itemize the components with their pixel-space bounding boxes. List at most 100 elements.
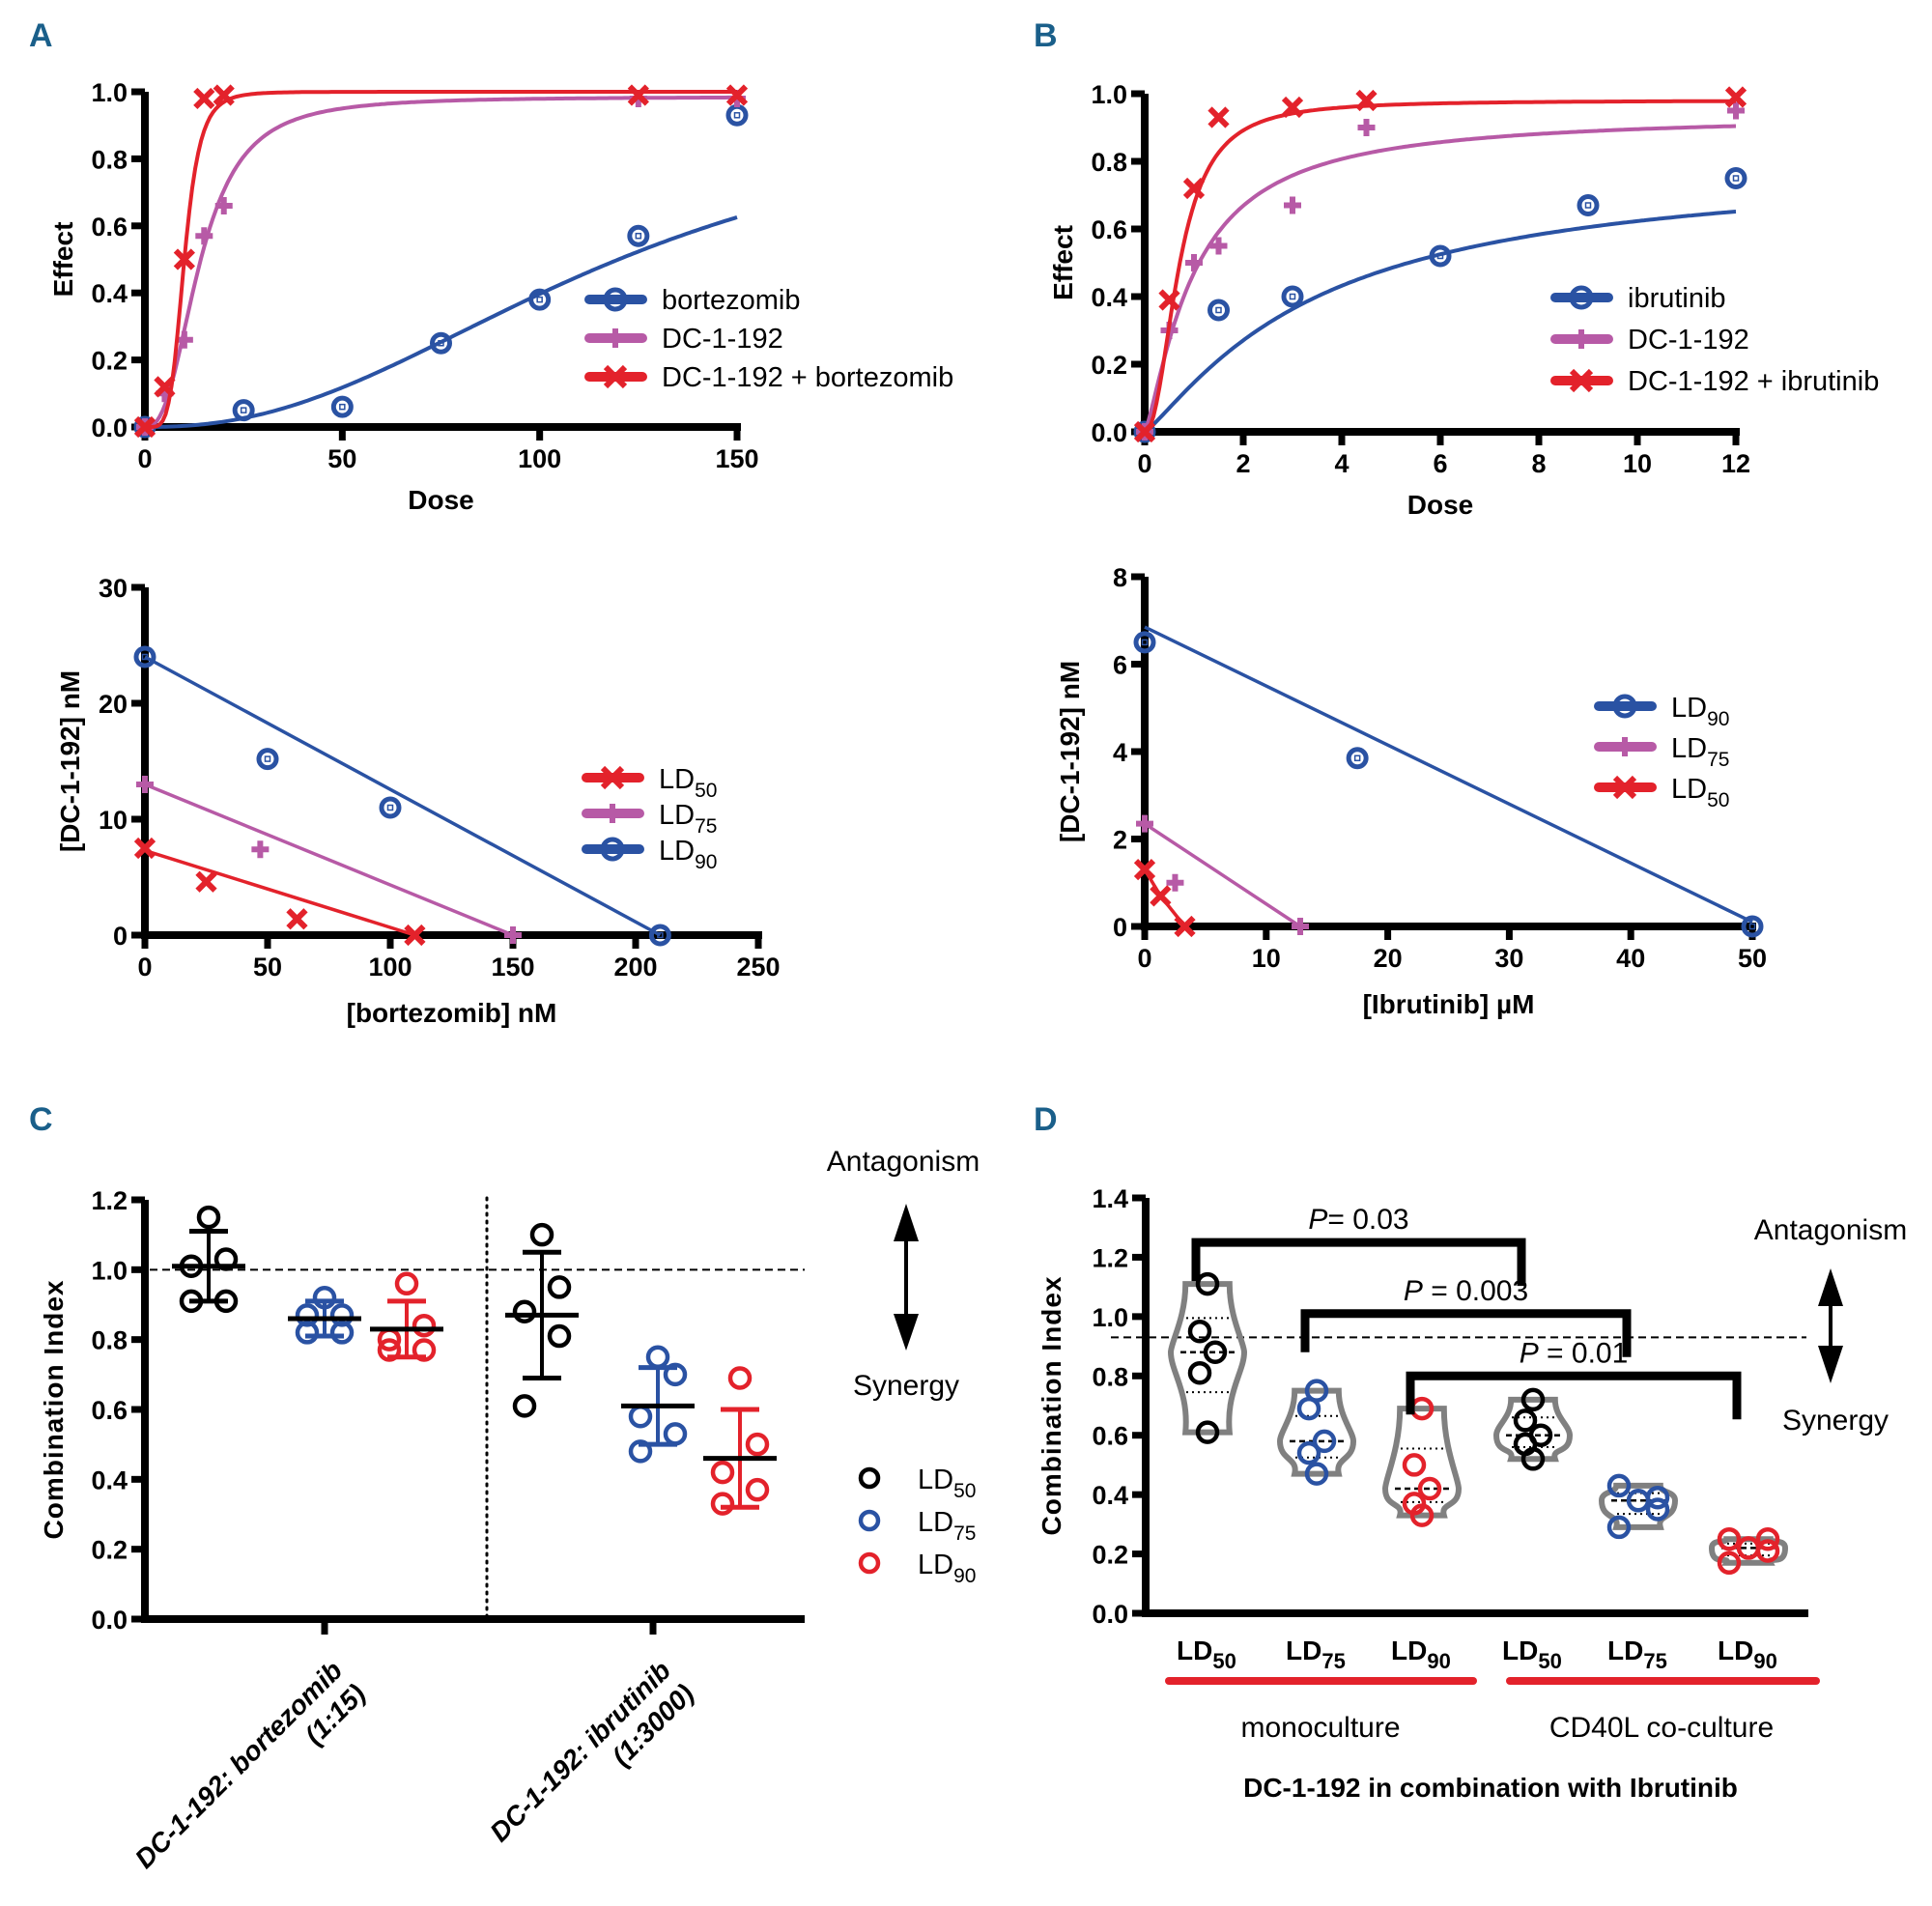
panel-a-top-data-point-center <box>733 112 741 119</box>
panel-b-top-x-tick-label: 6 <box>1433 449 1447 478</box>
panel-a-top-data-point <box>195 227 213 245</box>
panel-a-top-data-point-center <box>536 296 543 303</box>
panel-a-bottom-legend-marker <box>600 837 625 862</box>
panel-d-y-tick-label: 0.0 <box>1092 1600 1128 1629</box>
panel-c-data-point <box>329 1321 355 1345</box>
panel-a-top-x-tick-label: 150 <box>715 444 758 473</box>
panel-a-top-x-tick-label: 50 <box>327 444 356 473</box>
panel-a-top-data-point-center <box>240 407 247 413</box>
panel-b-bottom-data-point-center <box>1748 923 1756 930</box>
panel-a-top-data-point <box>213 84 235 106</box>
panel-a-bottom-data-point <box>286 908 308 930</box>
panel-c-data-point <box>295 1321 320 1345</box>
panel-d-data-point <box>1417 1476 1442 1501</box>
panel-a-top-data-point-ring <box>627 224 650 247</box>
panel-d-group-label: monoculture <box>1240 1712 1400 1744</box>
panel-b-bottom-y-axis-label: [DC-1-192] nM <box>1055 661 1085 842</box>
panel-a-top-data-point-center <box>635 232 642 240</box>
panel-c-data-point <box>727 1366 753 1390</box>
panel-a-bottom-data-point <box>379 796 402 819</box>
panel-b-top-data-point <box>1724 86 1747 108</box>
panel-c-data-point <box>663 1422 688 1446</box>
panel-a-top-legend-marker-center <box>611 296 619 303</box>
panel-a-bottom-data-point-center <box>657 931 664 939</box>
panel-d-category-label: LD90 <box>1718 1636 1777 1673</box>
panel-b-top-data-point <box>1209 237 1228 255</box>
panel-b-top-data-point <box>1284 196 1301 214</box>
panel-a-top-data-point <box>154 376 176 398</box>
panel-d-data-point <box>1203 1340 1228 1364</box>
panel-b-top-legend-label: DC-1-192 <box>1628 325 1749 356</box>
panel-b-bottom-legend-marker-ring <box>1612 694 1637 719</box>
panel-b-top-data-point-ring <box>1724 167 1747 189</box>
panel-b-bottom-x-tick-label: 30 <box>1494 944 1523 973</box>
panel-b-top-data-point <box>1158 289 1180 311</box>
panel-d-comparison-bracket <box>1406 1371 1742 1420</box>
panel-d-data-point <box>1755 1539 1780 1563</box>
panel-a-top-legend-marker <box>603 287 628 312</box>
panel-a-bottom-legend-marker <box>603 804 622 823</box>
panel-d-violin <box>1598 1482 1679 1530</box>
panel-b-top-data-point-ring <box>1208 299 1230 322</box>
panel-d-data-point <box>1187 1319 1212 1344</box>
panel-a-top-data-point <box>725 103 749 127</box>
panel-b-top-data-point <box>1208 106 1230 128</box>
panel-d-violin <box>1381 1406 1463 1519</box>
panel-c-data-point <box>512 1394 537 1418</box>
panel-a-top-data-point <box>193 87 215 110</box>
panel-a-bottom-data-point <box>648 924 671 947</box>
panel-b-bottom-data-point <box>1136 814 1153 833</box>
panel-b-bottom-data-point-ring <box>1741 915 1764 938</box>
panel-b-top-y-axis-label: Effect <box>1048 225 1078 300</box>
panel-c-y-tick-label: 0.4 <box>91 1465 128 1494</box>
panel-d-y-tick-label: 0.4 <box>1092 1481 1128 1510</box>
panel-c-data-point <box>412 1313 437 1338</box>
panel-a-top-data-point-ring <box>330 395 354 418</box>
panel-a-top-data-point <box>214 196 233 214</box>
panel-b-top-data-point-ring <box>1577 194 1600 216</box>
panel-a-bottom-data-point-ring <box>648 924 671 947</box>
panel-d-data-point <box>1717 1526 1742 1551</box>
panel-a-top-data-point-ring <box>528 288 552 311</box>
panel-a-bottom-data-point <box>195 870 217 893</box>
panel-b-top-data-point-center <box>1215 306 1222 314</box>
panel-letter-a: A <box>29 17 53 54</box>
panel-b-top-legend-marker <box>1569 368 1594 393</box>
panel-a-bottom-x-tick-label: 150 <box>491 953 534 981</box>
panel-b-bottom-y-tick-label: 8 <box>1113 563 1127 592</box>
panel-b-top-data-point-center <box>1732 175 1740 182</box>
panel-c-data-point <box>547 1275 572 1299</box>
panel-c-data-point <box>628 1404 653 1429</box>
panel-b-top-data-point <box>1185 254 1203 271</box>
panel-b-bottom-data-point-center <box>1353 754 1361 762</box>
panel-a-bottom-y-tick-label: 20 <box>99 690 128 719</box>
panel-d-arrow-up-icon <box>1818 1268 1843 1306</box>
panel-b-top-x-tick-label: 0 <box>1137 449 1151 478</box>
panel-b-bottom-legend-marker <box>1615 737 1634 756</box>
panel-a-bottom-y-tick-label: 30 <box>99 574 128 603</box>
panel-a-bottom-legend-marker-ring <box>600 837 625 862</box>
panel-b-top-x-tick-label: 2 <box>1236 449 1250 478</box>
panel-d-arrow-down-icon <box>1818 1346 1843 1383</box>
panel-b-bottom-x-axis-label: [Ibrutinib] µM <box>1363 989 1535 1019</box>
panel-b-top-y-tick-label: 1.0 <box>1091 80 1127 109</box>
panel-d-category-label: LD75 <box>1286 1636 1346 1673</box>
panel-b-top-legend-marker-ring <box>1569 285 1594 310</box>
panel-d-y-tick-label: 1.0 <box>1092 1303 1128 1332</box>
panel-d-comparison-bracket <box>1300 1309 1632 1357</box>
panel-c-data-point <box>628 1439 653 1464</box>
panel-b-top-data-point <box>1429 244 1452 268</box>
panel-b-top-y-tick-label: 0.2 <box>1091 351 1127 380</box>
panel-a-top-x-axis-label: Dose <box>408 485 473 515</box>
panel-c-arrow-up-icon <box>894 1204 919 1241</box>
panel-b-bottom-y-tick-label: 6 <box>1113 651 1127 680</box>
panel-b-bottom-x-tick-label: 40 <box>1616 944 1645 973</box>
panel-b-bottom-data-point <box>1346 747 1369 770</box>
panel-a-top-y-tick-label: 0.6 <box>91 213 128 242</box>
panel-d-y-tick-label: 1.2 <box>1092 1243 1128 1272</box>
panel-c-data-point <box>512 1299 537 1323</box>
panel-a-bottom-legend-label: LD75 <box>659 800 717 838</box>
panel-c-legend-marker <box>858 1466 881 1490</box>
panel-d-p-value-label: P = 0.01 <box>1520 1337 1629 1369</box>
panel-d-violin <box>1167 1281 1248 1436</box>
